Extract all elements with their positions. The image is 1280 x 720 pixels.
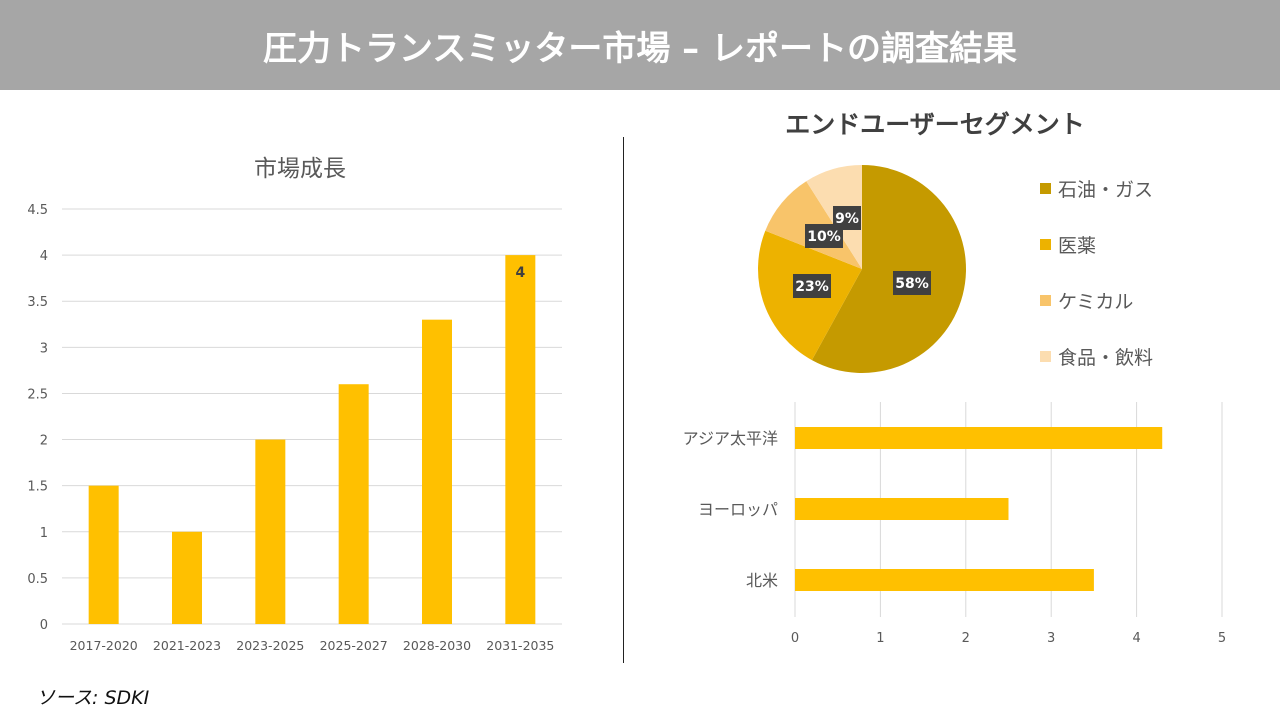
y-tick-label: 3.5 (27, 295, 48, 310)
legend-label: 石油・ガス (1058, 179, 1153, 201)
data-label-box (793, 274, 831, 298)
bar (795, 427, 1163, 449)
y-tick-label: 0 (40, 618, 48, 633)
y-tick-label: 3 (40, 341, 48, 356)
y-tick-label: 0.5 (27, 572, 48, 587)
y-tick-label: 北米 (746, 571, 778, 590)
bar (795, 498, 1009, 520)
divider (623, 137, 624, 663)
bar (172, 531, 202, 624)
x-tick-label: 2 (962, 631, 970, 646)
bar (338, 384, 369, 624)
y-tick-label: アジア太平洋 (683, 429, 778, 448)
x-tick-label: 3 (1047, 631, 1055, 646)
bar (505, 255, 536, 624)
y-tick-label: ヨーロッパ (698, 500, 778, 519)
data-label-box (833, 206, 861, 230)
page-title: 圧力トランスミッター市場 – レポートの調査結果 (0, 0, 1280, 90)
x-tick-label: 5 (1218, 631, 1226, 646)
legend-swatch (1040, 183, 1051, 194)
x-tick-label: 2025-2027 (320, 638, 388, 653)
x-tick-label: 2028-2030 (403, 638, 471, 653)
legend-swatch (1040, 295, 1051, 306)
bar (422, 319, 452, 624)
legend-label: ケミカル (1058, 291, 1133, 313)
pie-chart-title: エンドユーザーセグメント (785, 110, 1085, 139)
pie-slice (811, 165, 966, 374)
source-note: ソース: SDKI (36, 687, 150, 709)
data-label: 10% (807, 229, 841, 245)
data-label: 58% (895, 276, 929, 292)
bar (795, 569, 1094, 591)
x-tick-label: 2031-2035 (486, 638, 554, 653)
y-tick-label: 2 (40, 434, 48, 449)
y-tick-label: 2.5 (27, 387, 48, 402)
data-label: 23% (795, 279, 829, 295)
bar-chart-title: 市場成長 (254, 156, 346, 182)
data-label-box (893, 271, 931, 295)
legend-label: 医薬 (1058, 235, 1096, 257)
x-tick-label: 1 (876, 631, 884, 646)
bar (88, 485, 119, 624)
legend-swatch (1040, 351, 1051, 362)
y-tick-label: 1 (40, 526, 48, 541)
x-tick-label: 0 (791, 631, 799, 646)
x-tick-label: 4 (1132, 631, 1140, 646)
legend-swatch (1040, 239, 1051, 250)
y-tick-label: 4 (40, 249, 48, 264)
y-tick-label: 1.5 (27, 480, 48, 495)
bar (255, 439, 286, 624)
x-tick-label: 2021-2023 (153, 638, 221, 653)
y-tick-label: 4.5 (27, 203, 48, 218)
x-tick-label: 2017-2020 (70, 638, 138, 653)
legend-label: 食品・飲料 (1058, 347, 1153, 369)
data-label: 4 (515, 265, 525, 281)
x-tick-label: 2023-2025 (236, 638, 304, 653)
data-label: 9% (835, 211, 859, 227)
